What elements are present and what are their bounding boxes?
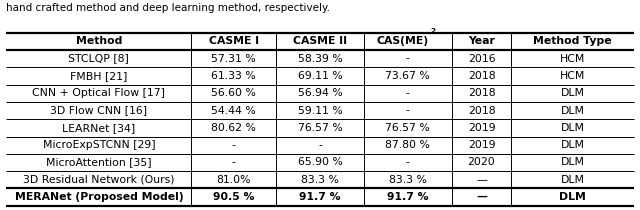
Text: -: - xyxy=(232,158,236,168)
Text: 81.0%: 81.0% xyxy=(216,175,251,185)
Text: DLM: DLM xyxy=(561,140,584,150)
Text: 2019: 2019 xyxy=(468,123,495,133)
Text: LEARNet [34]: LEARNet [34] xyxy=(62,123,136,133)
Text: 80.62 %: 80.62 % xyxy=(211,123,256,133)
Text: 2019: 2019 xyxy=(468,140,495,150)
Text: 3D Residual Network (Ours): 3D Residual Network (Ours) xyxy=(23,175,175,185)
Text: -: - xyxy=(406,105,410,116)
Text: 59.11 %: 59.11 % xyxy=(298,105,342,116)
Text: -: - xyxy=(318,140,322,150)
Text: -: - xyxy=(232,140,236,150)
Text: DLM: DLM xyxy=(559,192,586,202)
Text: 57.31 %: 57.31 % xyxy=(211,54,256,64)
Text: MicroAttention [35]: MicroAttention [35] xyxy=(46,158,152,168)
Text: HCM: HCM xyxy=(560,71,585,81)
Text: STCLQP [8]: STCLQP [8] xyxy=(68,54,129,64)
Text: 56.60 %: 56.60 % xyxy=(211,88,256,98)
Text: -: - xyxy=(406,88,410,98)
Text: 65.90 %: 65.90 % xyxy=(298,158,342,168)
Text: 56.94 %: 56.94 % xyxy=(298,88,342,98)
Text: 87.80 %: 87.80 % xyxy=(385,140,430,150)
Text: 3D Flow CNN [16]: 3D Flow CNN [16] xyxy=(51,105,147,116)
Text: 2018: 2018 xyxy=(468,105,495,116)
Text: HCM: HCM xyxy=(560,54,585,64)
Text: 73.67 %: 73.67 % xyxy=(385,71,430,81)
Text: DLM: DLM xyxy=(561,175,584,185)
Text: CAS(ME): CAS(ME) xyxy=(376,36,429,46)
Text: Method Type: Method Type xyxy=(533,36,612,46)
Text: —: — xyxy=(476,192,487,202)
Text: DLM: DLM xyxy=(561,158,584,168)
Text: CNN + Optical Flow [17]: CNN + Optical Flow [17] xyxy=(33,88,165,98)
Text: 83.3 %: 83.3 % xyxy=(301,175,339,185)
Text: 2016: 2016 xyxy=(468,54,495,64)
Text: -: - xyxy=(406,54,410,64)
Text: —: — xyxy=(476,175,487,185)
Text: 2020: 2020 xyxy=(468,158,495,168)
Text: DLM: DLM xyxy=(561,88,584,98)
Text: 2: 2 xyxy=(431,28,436,34)
Text: 83.3 %: 83.3 % xyxy=(389,175,427,185)
Text: 54.44 %: 54.44 % xyxy=(211,105,256,116)
Text: DLM: DLM xyxy=(561,105,584,116)
Text: DLM: DLM xyxy=(561,123,584,133)
Text: 58.39 %: 58.39 % xyxy=(298,54,342,64)
Text: Year: Year xyxy=(468,36,495,46)
Text: MERANet (Proposed Model): MERANet (Proposed Model) xyxy=(15,192,183,202)
Text: 91.7 %: 91.7 % xyxy=(387,192,429,202)
Text: 61.33 %: 61.33 % xyxy=(211,71,256,81)
Text: CASME II: CASME II xyxy=(293,36,347,46)
Text: hand crafted method and deep learning method, respectively.: hand crafted method and deep learning me… xyxy=(6,3,330,13)
Text: MicroExpSTCNN [29]: MicroExpSTCNN [29] xyxy=(43,140,156,150)
Text: CASME I: CASME I xyxy=(209,36,259,46)
Text: 90.5 %: 90.5 % xyxy=(213,192,255,202)
Text: 76.57 %: 76.57 % xyxy=(298,123,342,133)
Text: FMBH [21]: FMBH [21] xyxy=(70,71,127,81)
Text: 91.7 %: 91.7 % xyxy=(299,192,341,202)
Text: -: - xyxy=(406,158,410,168)
Text: Method: Method xyxy=(76,36,122,46)
Text: 76.57 %: 76.57 % xyxy=(385,123,430,133)
Text: 2018: 2018 xyxy=(468,71,495,81)
Text: 69.11 %: 69.11 % xyxy=(298,71,342,81)
Text: 2018: 2018 xyxy=(468,88,495,98)
